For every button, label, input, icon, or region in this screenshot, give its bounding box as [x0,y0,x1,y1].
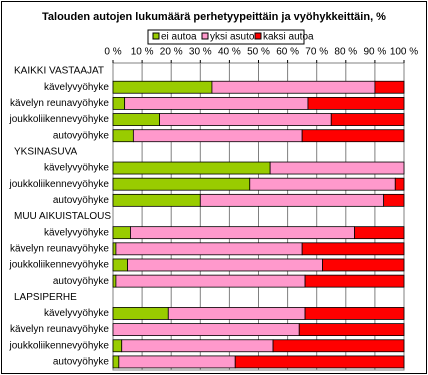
x-tick-label: 90 % [364,47,387,58]
bar-segment [304,274,405,288]
bar-segment [112,274,117,288]
x-tick-label: 60 % [276,47,299,58]
bar-segment [330,113,405,126]
x-tick-label: 100 % [390,47,418,58]
bar-segment [130,226,355,240]
bar-segment [112,193,201,207]
y-tick-label: kävelyvyöhyke [44,82,109,93]
legend-swatch [201,32,209,40]
chart-title: Talouden autojen lukumäärä perhetyypeitt… [42,11,386,23]
legend-swatch [254,32,262,40]
legend-label: kaksi autoa [263,32,314,43]
legend-box [147,29,305,45]
bar-segment [112,355,120,369]
bar-segment [115,274,306,288]
y-tick-label: autovyöhyke [53,276,110,287]
bar-segment [118,355,236,369]
bar-segment [112,307,169,320]
group-label: KAIKKI VASTAAJAT [14,66,104,77]
bar-segment [112,113,160,126]
bar-segment [112,226,131,240]
bar-segment [383,193,405,207]
x-tick-label: 10 % [131,47,154,58]
bar-segment [374,80,405,94]
x-tick-label: 40 % [218,47,241,58]
bar-segment [199,193,385,207]
legend: ei autoa yksi asuto kaksi autoa [152,32,314,43]
bar-segment [354,226,405,240]
bar-segment [307,96,405,110]
bar-segment [234,355,405,369]
legend-label: ei autoa [161,32,197,43]
y-tick-label: autovyöhyke [53,357,110,368]
bar-segment [112,177,251,191]
legend-swatch [152,32,160,40]
bar-segment [127,258,323,272]
group-label: YKSINASUVA [14,147,77,158]
y-tick-label: autovyöhyke [53,195,110,206]
bar-segment [132,129,303,143]
bar-segment [159,113,332,126]
bar-segment [322,258,405,272]
bar-segment [249,177,396,191]
bar-segment [112,80,213,94]
group-label: LAPSIPERHE [14,292,77,303]
bar-segment [112,242,117,256]
bar-segment [124,96,309,110]
bar-segment [112,258,128,272]
group-label: MUU AIKUISTALOUS [14,211,111,222]
bar-segment [301,242,405,256]
y-tick-label: joukkoliikennevyöhyke [8,179,109,190]
y-tick-label: kävelyvyöhyke [44,163,109,174]
x-tick-label: 70 % [305,47,328,58]
bar-segment [394,177,405,191]
bar-segment [167,307,306,320]
bar-segment [298,323,405,337]
bar-segment [112,323,300,337]
y-tick-label: joukkoliikennevyöhyke [8,114,109,125]
bar-segment [269,161,405,175]
bar-segment [112,129,134,143]
y-tick-label: kävelyvyöhyke [44,227,109,238]
y-tick-label: autovyöhyke [53,130,110,141]
y-tick-label: joukkoliikennevyöhyke [8,260,109,271]
x-tick-label: 0 % [104,47,121,58]
x-tick-label: 80 % [334,47,357,58]
bar-segment [211,80,376,94]
y-tick-label: kävelyn reunavyöhyke [10,98,109,109]
y-tick-label: joukkoliikennevyöhyke [8,340,109,351]
x-tick-label: 30 % [189,47,212,58]
bar-segment [112,96,126,110]
bar-segment [121,339,274,353]
bar-segment [301,129,405,143]
bar-segment [115,242,303,256]
bar-segment [272,339,405,353]
y-tick-label: kävelyn reunavyöhyke [10,324,109,335]
legend-label: yksi asuto [210,32,255,43]
x-tick-label: 50 % [247,47,270,58]
bar-segment [112,339,123,353]
y-tick-label: kävelyvyöhyke [44,308,109,319]
x-tick-label: 20 % [160,47,183,58]
bar-segment [304,307,405,320]
y-tick-label: kävelyn reunavyöhyke [10,243,109,254]
bar-segment [112,161,271,175]
